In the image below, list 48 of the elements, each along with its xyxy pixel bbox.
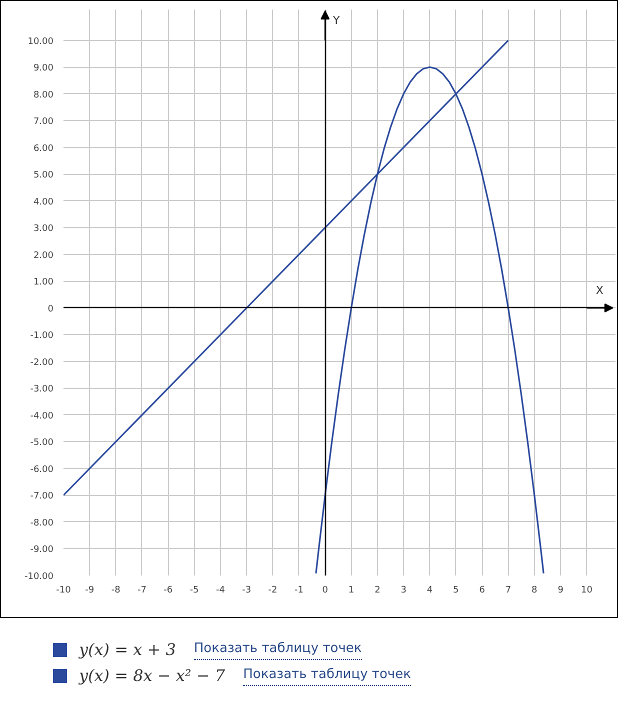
legend-label: y(x) = x + 3 [79,638,176,661]
x-tick-label: 6 [479,586,486,596]
y-tick-label: 4.00 [33,197,54,208]
x-tick-label: -4 [216,586,226,596]
x-tick-label: -6 [164,586,173,596]
y-tick-label: -3.00 [30,384,54,395]
legend-label: y(x) = 8x − x² − 7 [79,664,226,687]
x-tick-label: 5 [453,586,459,596]
y-tick-label: -4.00 [30,411,54,422]
y-tick-label: 1.00 [33,278,54,288]
x-tick-label: 10 [580,586,593,596]
y-tick-label: -9.00 [30,545,54,556]
text: Показать таблицу точек [194,640,362,660]
y-tick-label: 3.00 [33,224,54,234]
y-tick-label: 6.00 [33,144,54,154]
y-tick-label: -6.00 [30,464,54,475]
y-tick-label: -2.00 [30,358,54,368]
x-tick-label: 1 [348,586,354,596]
x-tick-label: -7 [137,586,146,596]
x-tick-label: -3 [242,586,252,596]
y-tick-label: 0 [48,304,54,314]
x-tick-label: 4 [426,586,433,596]
x-tick-label: -9 [85,586,94,596]
y-tick-label: -7.00 [30,492,54,502]
x-tick-label: 7 [505,586,512,596]
x-tick-label: 3 [400,586,406,596]
y-tick-label: -8.00 [30,518,54,528]
y-tick-label: -10.00 [24,572,54,582]
y-tick-label: -5.00 [30,438,54,448]
x-tick-label: 9 [558,586,564,596]
y-tick-label: 7.00 [33,117,54,128]
y-tick-label: 9.00 [33,64,54,74]
y-tick-label: 10.00 [28,36,54,47]
x-tick-label: 2 [374,586,380,596]
x-tick-label: 8 [532,586,538,596]
y-tick-label: 8.00 [33,90,54,100]
y-tick-label: 2.00 [33,250,54,261]
x-tick-label: -1 [294,586,304,596]
x-tick-label: 0 [322,586,328,596]
text: Показать таблицу точек [243,666,411,686]
y-tick-label: -1.00 [30,331,54,342]
y-axis-title: Y [332,14,340,28]
x-tick-label: -2 [268,586,278,596]
x-tick-label: -10 [56,586,72,596]
x-axis-title: X [596,284,604,298]
x-tick-label: -8 [111,586,121,596]
x-tick-label: -5 [190,586,199,596]
y-tick-label: 5.00 [33,170,54,181]
